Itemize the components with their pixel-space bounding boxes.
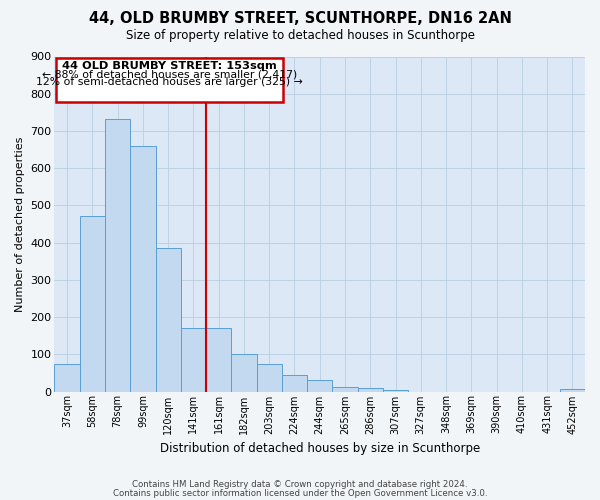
Bar: [358, 388, 383, 392]
Bar: [383, 390, 408, 392]
Bar: [130, 146, 155, 392]
FancyBboxPatch shape: [56, 58, 283, 102]
Bar: [282, 375, 307, 392]
Text: 44, OLD BRUMBY STREET, SCUNTHORPE, DN16 2AN: 44, OLD BRUMBY STREET, SCUNTHORPE, DN16 …: [89, 11, 511, 26]
Bar: [332, 387, 358, 392]
Bar: [206, 328, 232, 392]
Bar: [181, 328, 206, 392]
Text: 12% of semi-detached houses are larger (325) →: 12% of semi-detached houses are larger (…: [36, 78, 303, 88]
X-axis label: Distribution of detached houses by size in Scunthorpe: Distribution of detached houses by size …: [160, 442, 480, 455]
Bar: [307, 380, 332, 392]
Bar: [105, 118, 130, 392]
Bar: [560, 388, 585, 392]
Text: 44 OLD BRUMBY STREET: 153sqm: 44 OLD BRUMBY STREET: 153sqm: [62, 61, 277, 71]
Text: Size of property relative to detached houses in Scunthorpe: Size of property relative to detached ho…: [125, 29, 475, 42]
Bar: [80, 216, 105, 392]
Bar: [257, 364, 282, 392]
Text: Contains HM Land Registry data © Crown copyright and database right 2024.: Contains HM Land Registry data © Crown c…: [132, 480, 468, 489]
Y-axis label: Number of detached properties: Number of detached properties: [15, 136, 25, 312]
Text: Contains public sector information licensed under the Open Government Licence v3: Contains public sector information licen…: [113, 488, 487, 498]
Text: ← 88% of detached houses are smaller (2,417): ← 88% of detached houses are smaller (2,…: [42, 69, 297, 79]
Bar: [155, 248, 181, 392]
Bar: [55, 364, 80, 392]
Bar: [232, 354, 257, 392]
